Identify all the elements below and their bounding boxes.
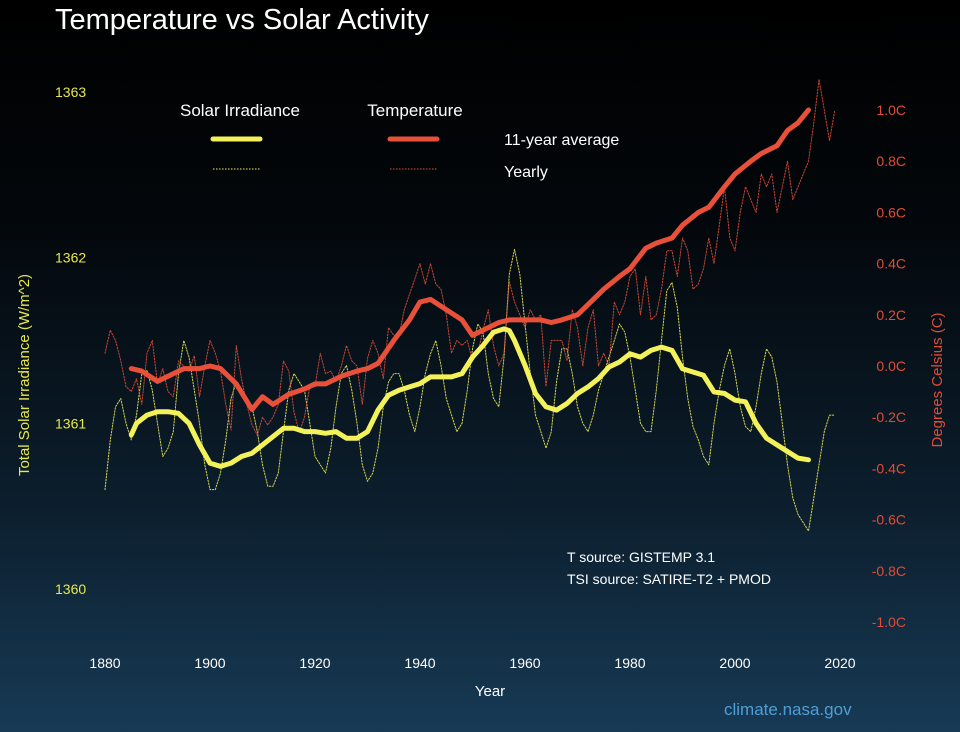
y-right-tick-label: 0.6C <box>876 204 906 220</box>
y-right-tick-label: -0.2C <box>872 409 906 425</box>
y-right-tick-label: 0.4C <box>876 256 906 272</box>
temperature-source: T source: GISTEMP 3.1 <box>567 549 716 565</box>
x-tick-label: 2020 <box>824 655 855 671</box>
y-right-tick-label: 1.0C <box>876 102 906 118</box>
x-tick-label: 1980 <box>614 655 645 671</box>
y-left-tick-label: 1363 <box>55 84 86 100</box>
x-tick-label: 1960 <box>509 655 540 671</box>
y-right-tick-label: -1.0C <box>872 614 906 630</box>
chart-title: Temperature vs Solar Activity <box>55 4 429 36</box>
temperature-11yr-line <box>128 107 811 412</box>
legend: Solar Irradiance Temperature 11-year avera… <box>180 101 619 181</box>
y-right-tick-label: 0.8C <box>876 153 906 169</box>
y-right-axis-label: Degrees Celsius (C) <box>929 312 946 447</box>
legend-avg-label: 11-year average <box>504 132 619 149</box>
legend-solar-header: Solar Irradiance <box>180 101 300 120</box>
credit-link[interactable]: climate.nasa.gov <box>724 700 852 719</box>
y-right-tick-label: 0.0C <box>876 358 906 374</box>
x-tick-label: 1880 <box>89 655 120 671</box>
y-right-tick-label: -0.6C <box>872 512 906 528</box>
solar-yearly-line <box>104 248 836 532</box>
legend-yearly-label: Yearly <box>504 164 548 181</box>
y-right-tick-label: -0.4C <box>872 460 906 476</box>
y-right-tick-label: -0.8C <box>872 563 906 579</box>
x-tick-label: 1900 <box>194 655 225 671</box>
y-left-axis-label: Total Solar Irradiance (W/m^2) <box>16 274 33 476</box>
solar-11yr-line <box>128 326 811 469</box>
temperature-yearly-line <box>104 78 836 436</box>
plot-area <box>104 78 836 532</box>
x-tick-label: 1920 <box>299 655 330 671</box>
y-left-tick-label: 1360 <box>55 581 86 597</box>
y-left-tick-label: 1362 <box>55 250 86 266</box>
x-axis-label: Year <box>475 683 505 700</box>
axes: 1880 1900 1920 1940 1960 1980 2000 2020 Year 1360… <box>16 84 946 700</box>
y-left-tick-label: 1361 <box>55 415 86 431</box>
x-tick-label: 1940 <box>404 655 435 671</box>
legend-temperature-header: Temperature <box>367 101 462 120</box>
x-tick-label: 2000 <box>719 655 750 671</box>
y-right-tick-label: 0.2C <box>876 307 906 323</box>
tsi-source: TSI source: SATIRE-T2 + PMOD <box>567 571 771 587</box>
